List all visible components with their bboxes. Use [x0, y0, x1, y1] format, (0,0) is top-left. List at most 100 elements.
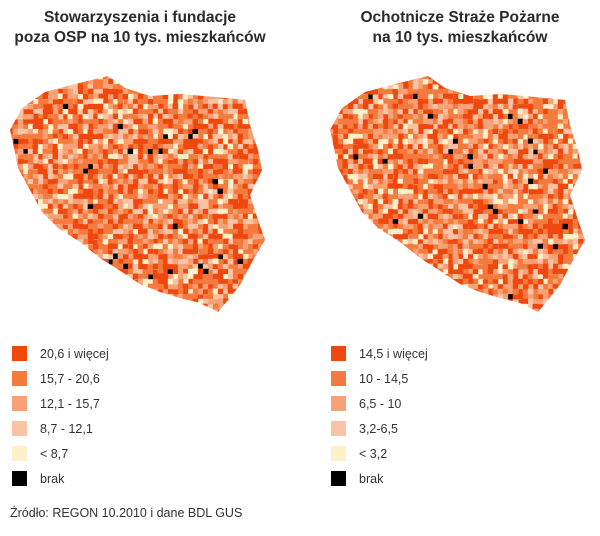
- municipality-cell: [133, 239, 139, 245]
- municipality-cell: [548, 79, 555, 86]
- municipality-cell: [213, 158, 219, 165]
- municipality-cell: [573, 108, 579, 115]
- municipality-cell: [402, 178, 409, 185]
- municipality-cell: [212, 308, 219, 312]
- municipality-cell: [10, 304, 14, 310]
- municipality-cell: [107, 208, 114, 215]
- municipality-cell: [342, 93, 349, 100]
- municipality-cell: [122, 104, 129, 110]
- municipality-cell: [72, 169, 79, 175]
- municipality-cell: [172, 163, 179, 170]
- municipality-cell: [353, 163, 359, 170]
- municipality-cell: [362, 94, 369, 101]
- municipality-cell: [67, 213, 74, 220]
- municipality-cell: [252, 233, 259, 240]
- municipality-cell: [382, 163, 389, 170]
- municipality-cell: [102, 239, 109, 245]
- municipality-cell: [112, 293, 119, 300]
- municipality-cell: [337, 144, 344, 150]
- municipality-cell: [497, 139, 504, 145]
- municipality-cell: [342, 214, 349, 220]
- municipality-cell: [438, 153, 445, 160]
- municipality-cell: [198, 89, 204, 95]
- municipality-cell: [68, 194, 74, 200]
- municipality-cell: [243, 258, 249, 265]
- municipality-cell: [10, 243, 14, 250]
- municipality-cell: [87, 84, 94, 90]
- municipality-cell: [438, 88, 444, 95]
- municipality-cell: [492, 134, 499, 140]
- municipality-cell: [367, 299, 374, 305]
- municipality-cell: [187, 149, 194, 155]
- municipality-cell: [162, 204, 169, 210]
- municipality-cell: [467, 159, 474, 166]
- municipality-cell: [433, 144, 439, 150]
- municipality-cell: [582, 99, 585, 105]
- municipality-cell: [57, 103, 64, 110]
- municipality-cell: [157, 168, 164, 175]
- municipality-cell: [67, 93, 74, 100]
- municipality-cell: [563, 88, 569, 95]
- municipality-cell: [393, 138, 400, 145]
- municipality-cell: [353, 128, 359, 135]
- municipality-cell: [27, 94, 34, 100]
- municipality-cell: [183, 158, 189, 165]
- municipality-cell: [37, 243, 44, 250]
- municipality-cell: [187, 249, 194, 255]
- municipality-cell: [412, 153, 419, 160]
- municipality-cell: [212, 103, 219, 110]
- municipality-cell: [238, 249, 244, 255]
- municipality-cell: [523, 104, 530, 110]
- municipality-cell: [147, 234, 154, 240]
- municipality-cell: [472, 129, 479, 135]
- municipality-cell: [203, 193, 209, 200]
- municipality-cell: [553, 134, 559, 140]
- municipality-cell: [27, 288, 34, 295]
- municipality-cell: [123, 269, 129, 275]
- municipality-cell: [47, 114, 54, 120]
- municipality-cell: [187, 273, 194, 280]
- municipality-cell: [107, 158, 114, 165]
- municipality-cell: [212, 288, 219, 295]
- municipality-cell: [552, 244, 559, 250]
- municipality-cell: [147, 94, 154, 100]
- municipality-cell: [82, 264, 89, 270]
- municipality-cell: [488, 124, 495, 131]
- municipality-cell: [183, 314, 189, 320]
- municipality-cell: [262, 178, 265, 185]
- municipality-cell: [417, 213, 424, 220]
- municipality-cell: [347, 248, 354, 255]
- municipality-cell: [553, 153, 560, 160]
- municipality-cell: [117, 148, 124, 155]
- municipality-cell: [38, 84, 44, 90]
- municipality-cell: [372, 154, 379, 160]
- municipality-cell: [502, 118, 509, 125]
- municipality-cell: [542, 133, 549, 140]
- municipality-cell: [387, 163, 394, 170]
- municipality-cell: [18, 243, 24, 250]
- municipality-cell: [157, 99, 164, 105]
- municipality-cell: [137, 198, 144, 205]
- municipality-cell: [77, 258, 84, 265]
- municipality-cell: [83, 198, 90, 205]
- municipality-cell: [543, 278, 550, 285]
- municipality-cell: [522, 178, 529, 185]
- municipality-cell: [543, 204, 549, 210]
- municipality-cell: [433, 168, 439, 175]
- municipality-cell: [183, 189, 189, 195]
- municipality-cell: [73, 76, 79, 80]
- municipality-cell: [217, 164, 224, 171]
- municipality-cell: [63, 254, 69, 261]
- municipality-cell: [10, 163, 14, 170]
- municipality-cell: [232, 244, 239, 251]
- municipality-cell: [543, 143, 550, 150]
- municipality-cell: [338, 223, 344, 230]
- municipality-cell: [332, 174, 339, 180]
- municipality-cell: [258, 119, 265, 125]
- municipality-cell: [132, 79, 139, 85]
- municipality-cell: [177, 76, 184, 81]
- municipality-cell: [333, 118, 339, 125]
- municipality-cell: [578, 163, 584, 170]
- municipality-cell: [562, 234, 569, 240]
- municipality-cell: [583, 76, 585, 80]
